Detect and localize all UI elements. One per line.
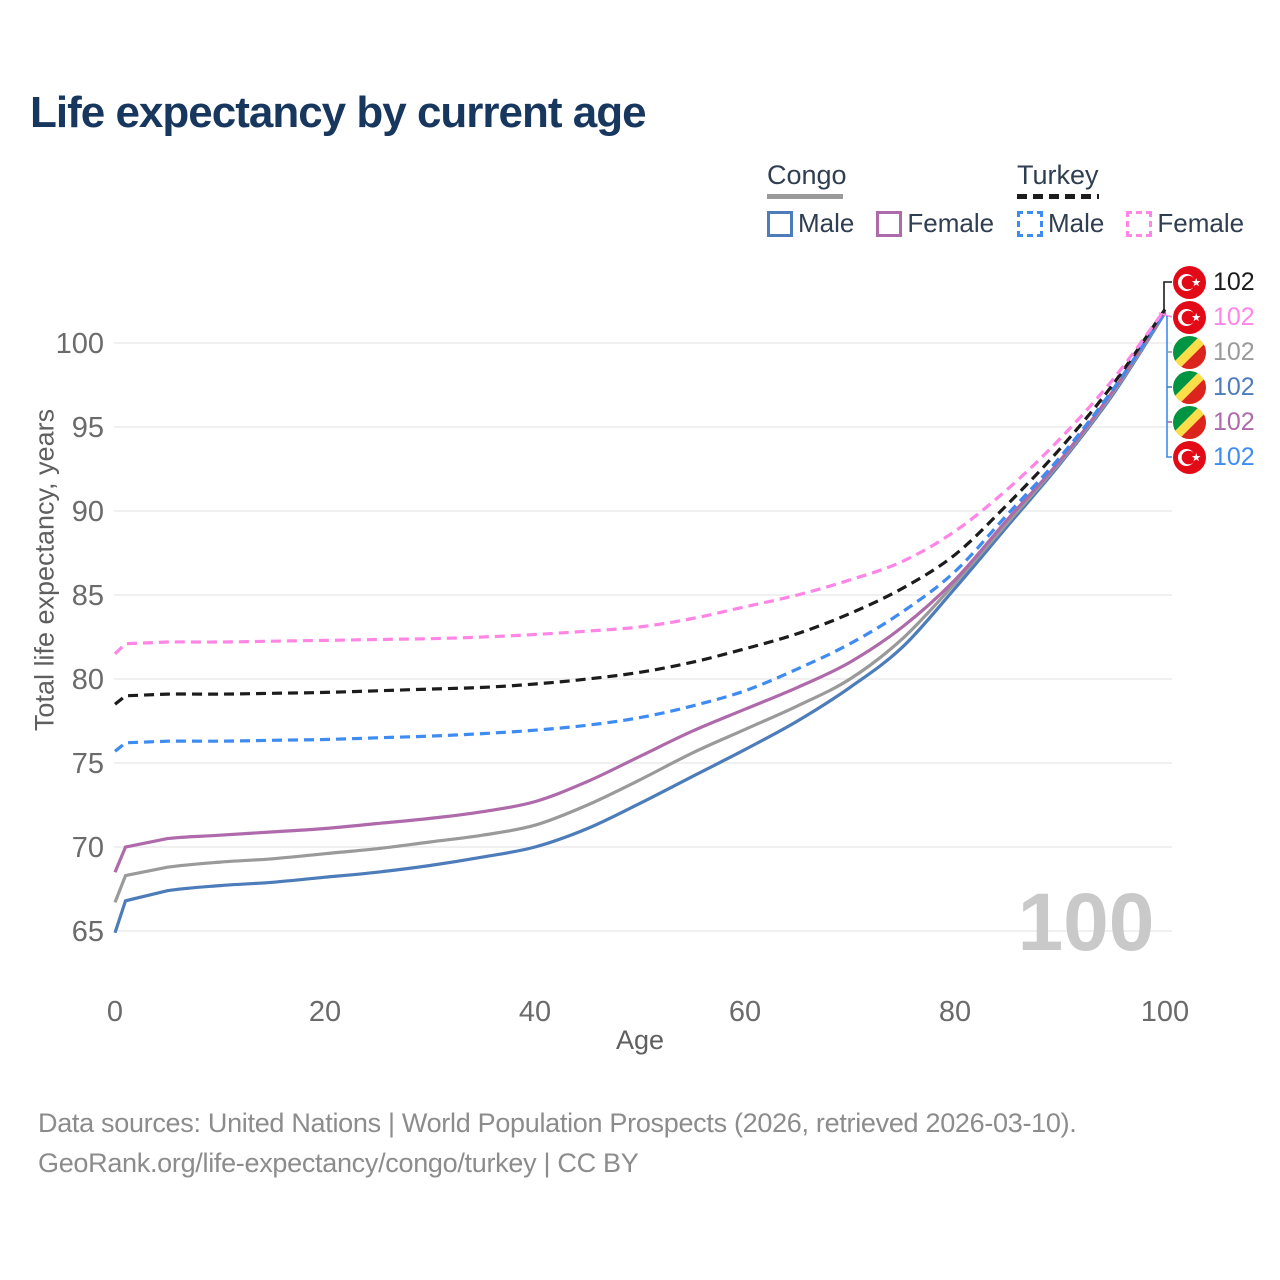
x-tick-60: 60 — [729, 996, 761, 1028]
end-value: 102 — [1213, 337, 1255, 366]
y-tick-80: 80 — [72, 664, 104, 696]
series-line-turkey-female[interactable] — [113, 308, 1167, 655]
y-tick-75: 75 — [72, 748, 104, 780]
end-label-congo-male: 102 — [1173, 370, 1255, 404]
y-tick-65: 65 — [72, 916, 104, 948]
end-label-congo-total: 102 — [1173, 335, 1255, 369]
leader-line — [1158, 312, 1173, 318]
series-line-congo-total[interactable] — [113, 311, 1167, 903]
turkey-flag-icon — [1173, 265, 1206, 299]
end-label-turkey-female: 102 — [1173, 300, 1255, 334]
congo-flag-icon — [1173, 370, 1206, 404]
legend-turkey-line-sample — [1017, 194, 1099, 199]
series-line-congo-female[interactable] — [113, 310, 1167, 873]
y-axis-title: Total life expectancy, years — [29, 408, 60, 732]
x-tick-80: 80 — [939, 996, 971, 1028]
congo-female-swatch-icon — [876, 210, 903, 237]
age-watermark: 100 — [1018, 877, 1155, 968]
legend-item-label: Female — [907, 208, 995, 238]
turkey-flag-icon — [1173, 300, 1206, 334]
data-sources-text: Data sources: United Nations | World Pop… — [38, 1108, 1077, 1138]
legend-congo-line-sample — [767, 194, 843, 199]
congo-flag-icon — [1173, 335, 1206, 369]
end-value: 102 — [1213, 372, 1255, 401]
end-label-turkey-total: 102 — [1173, 265, 1255, 299]
leader-line — [1166, 316, 1172, 458]
series-line-turkey-male[interactable] — [114, 311, 1167, 753]
y-tick-95: 95 — [72, 412, 104, 444]
end-label-congo-female: 102 — [1173, 405, 1255, 439]
congo-flag-icon — [1173, 405, 1206, 439]
legend-turkey-label[interactable]: Turkey — [1017, 160, 1099, 190]
series-line-turkey-total[interactable] — [114, 308, 1167, 706]
congo-male-swatch-icon — [767, 210, 793, 237]
legend-item-label: Male — [798, 208, 855, 238]
end-label-turkey-male: 102 — [1173, 440, 1255, 474]
end-value: 102 — [1213, 302, 1255, 331]
turkey-female-swatch-icon — [1126, 210, 1153, 237]
legend-item-label: Male — [1048, 208, 1105, 238]
y-tick-90: 90 — [72, 496, 104, 528]
leader-line — [1163, 281, 1172, 310]
legend-group-congo: Congo Male Female — [767, 160, 1016, 239]
end-value: 102 — [1213, 442, 1255, 471]
legend-item-turkey-female[interactable]: Female — [1126, 208, 1244, 239]
legend-item-label: Female — [1157, 208, 1245, 238]
y-tick-85: 85 — [72, 580, 104, 612]
legend-congo-label[interactable]: Congo — [767, 160, 847, 190]
end-value: 102 — [1213, 407, 1255, 436]
x-tick-0: 0 — [107, 996, 123, 1028]
x-axis-title: Age — [615, 1025, 665, 1055]
legend-item-congo-male[interactable]: Male — [767, 208, 854, 239]
legend-item-turkey-male[interactable]: Male — [1017, 208, 1104, 239]
x-tick-20: 20 — [309, 996, 341, 1028]
legend-group-turkey: Turkey Male Female — [1017, 160, 1266, 239]
x-tick-40: 40 — [519, 996, 551, 1028]
end-value: 102 — [1213, 267, 1255, 296]
attribution-link-text[interactable]: GeoRank.org/life-expectancy/congo/turkey… — [38, 1148, 639, 1178]
y-tick-70: 70 — [72, 832, 104, 864]
page-title: Life expectancy by current age — [30, 88, 647, 137]
legend-item-congo-female[interactable]: Female — [876, 208, 994, 239]
y-tick-100: 100 — [56, 328, 104, 360]
turkey-male-swatch-icon — [1017, 210, 1043, 237]
x-tick-100: 100 — [1141, 996, 1189, 1028]
series-line-congo-male[interactable] — [113, 311, 1167, 934]
turkey-flag-icon — [1173, 440, 1206, 474]
